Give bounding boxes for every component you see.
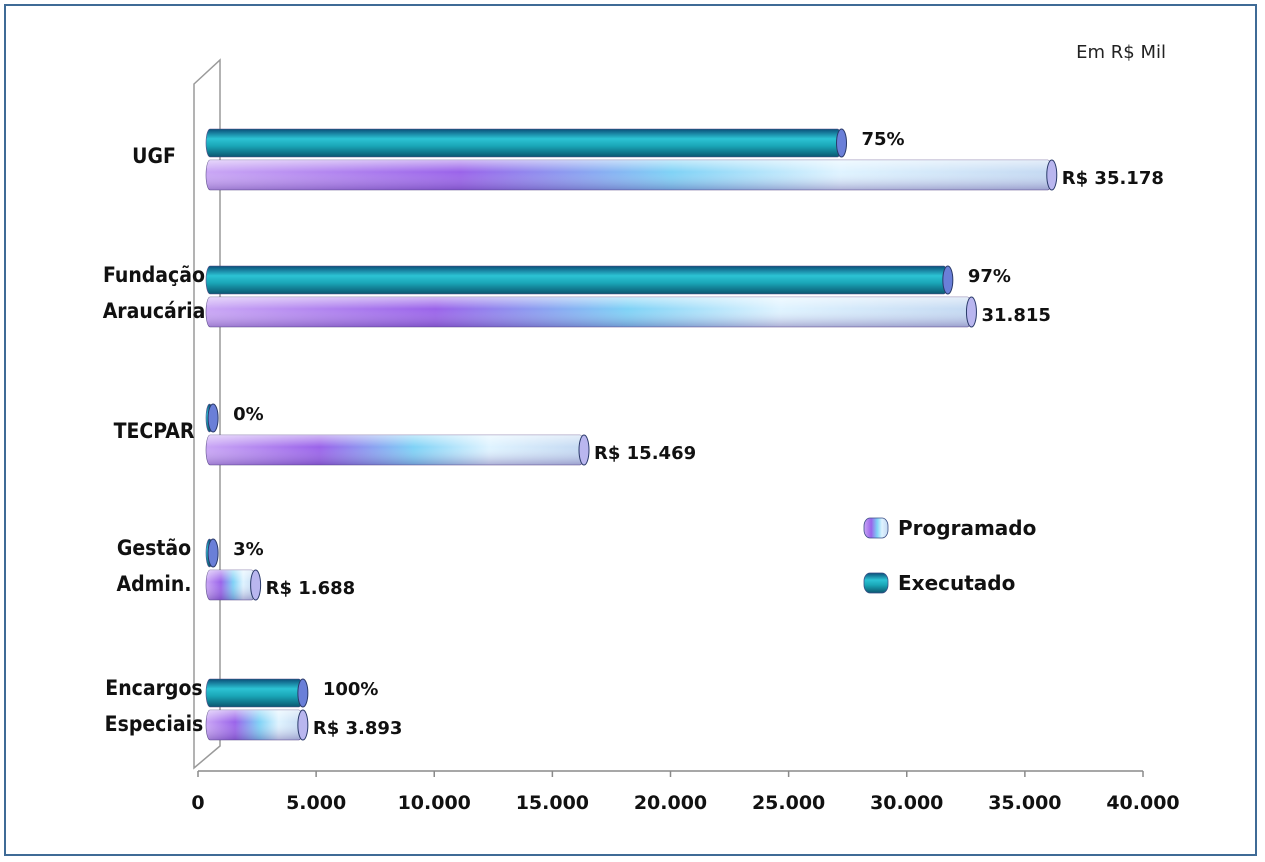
chart: 0 5.000 10.000 15.000 20.000 25.000 30.000 35.0… <box>103 42 1180 814</box>
data-label-executado: 97% <box>968 266 1011 287</box>
x-tick-label: 20.000 <box>634 792 707 814</box>
category-label: Fundação <box>103 263 205 287</box>
bars-layer <box>205 128 1058 741</box>
x-tick-label: 10.000 <box>398 792 471 814</box>
category-label: UGF <box>132 144 176 168</box>
back-wall <box>193 58 221 770</box>
bar-programado-shade <box>206 435 584 465</box>
bar-programado-shade <box>206 160 1052 190</box>
bar-programado <box>205 569 262 601</box>
bar-programado <box>205 159 1058 191</box>
x-tick-label: 30.000 <box>870 792 943 814</box>
legend-swatch <box>863 572 889 594</box>
bar-programado-shade <box>206 570 256 600</box>
bar-programado-shade <box>206 710 303 740</box>
legend-swatch <box>863 517 889 539</box>
category-label: Gestão <box>117 536 191 560</box>
data-label-executado: 0% <box>233 404 264 425</box>
bar-executado-cap <box>207 538 219 568</box>
data-label-executado: 100% <box>323 679 379 700</box>
bar-executado-body <box>205 265 949 295</box>
x-tick-label: 0 <box>191 792 204 814</box>
bar-programado-cap <box>297 709 309 741</box>
category-label: Admin. <box>117 572 192 596</box>
data-label-executado: 3% <box>233 539 264 560</box>
chart-frame: 0 5.000 10.000 15.000 20.000 25.000 30.000 35.0… <box>4 4 1257 856</box>
x-tick-label: 15.000 <box>516 792 589 814</box>
legend-label: Executado <box>898 571 1015 595</box>
category-label: Encargos <box>105 676 202 700</box>
x-tick-label: 40.000 <box>1106 792 1179 814</box>
legend: Programado Executado <box>863 516 1036 595</box>
x-tick-label: 25.000 <box>752 792 825 814</box>
bar-executado-cap <box>836 128 848 158</box>
bar-executado-cap <box>297 678 309 708</box>
bar-programado <box>205 434 590 466</box>
bar-executado-cap <box>942 265 954 295</box>
bar-programado-cap <box>250 569 262 601</box>
x-tick-label: 35.000 <box>988 792 1061 814</box>
category-label: Especiais <box>105 712 204 736</box>
unit-note: Em R$ Mil <box>1076 42 1166 63</box>
labels-layer: Em R$ Mil UGF 75% R$ 35.178 Fundação Araucári… <box>103 42 1166 739</box>
bar-programado-cap <box>1046 159 1058 191</box>
bar-executado <box>205 678 309 708</box>
bar-executado-cap <box>207 403 219 433</box>
data-label-programado: R$ 35.178 <box>1062 168 1164 189</box>
axis-layer: 0 5.000 10.000 15.000 20.000 25.000 30.000 35.0… <box>191 58 1180 814</box>
bar-programado <box>205 709 309 741</box>
data-label-programado: 31.815 <box>981 305 1050 326</box>
bar-executado <box>205 403 219 433</box>
bar-programado-cap <box>965 296 977 328</box>
bar-executado <box>205 265 954 295</box>
data-label-executado: 75% <box>862 129 905 150</box>
bar-programado-shade <box>206 297 972 327</box>
category-label: TECPAR <box>114 419 195 443</box>
x-tick-label: 5.000 <box>286 792 346 814</box>
bar-executado-body <box>205 678 304 708</box>
bar-executado <box>205 128 848 158</box>
data-label-programado: R$ 15.469 <box>594 443 696 464</box>
data-label-programado: R$ 1.688 <box>266 578 356 599</box>
bar-programado-cap <box>578 434 590 466</box>
legend-label: Programado <box>898 516 1036 540</box>
bar-executado-body <box>205 128 842 158</box>
category-label: Araucária <box>103 299 206 323</box>
bar-programado <box>205 296 977 328</box>
bar-executado <box>205 538 219 568</box>
data-label-programado: R$ 3.893 <box>313 718 403 739</box>
